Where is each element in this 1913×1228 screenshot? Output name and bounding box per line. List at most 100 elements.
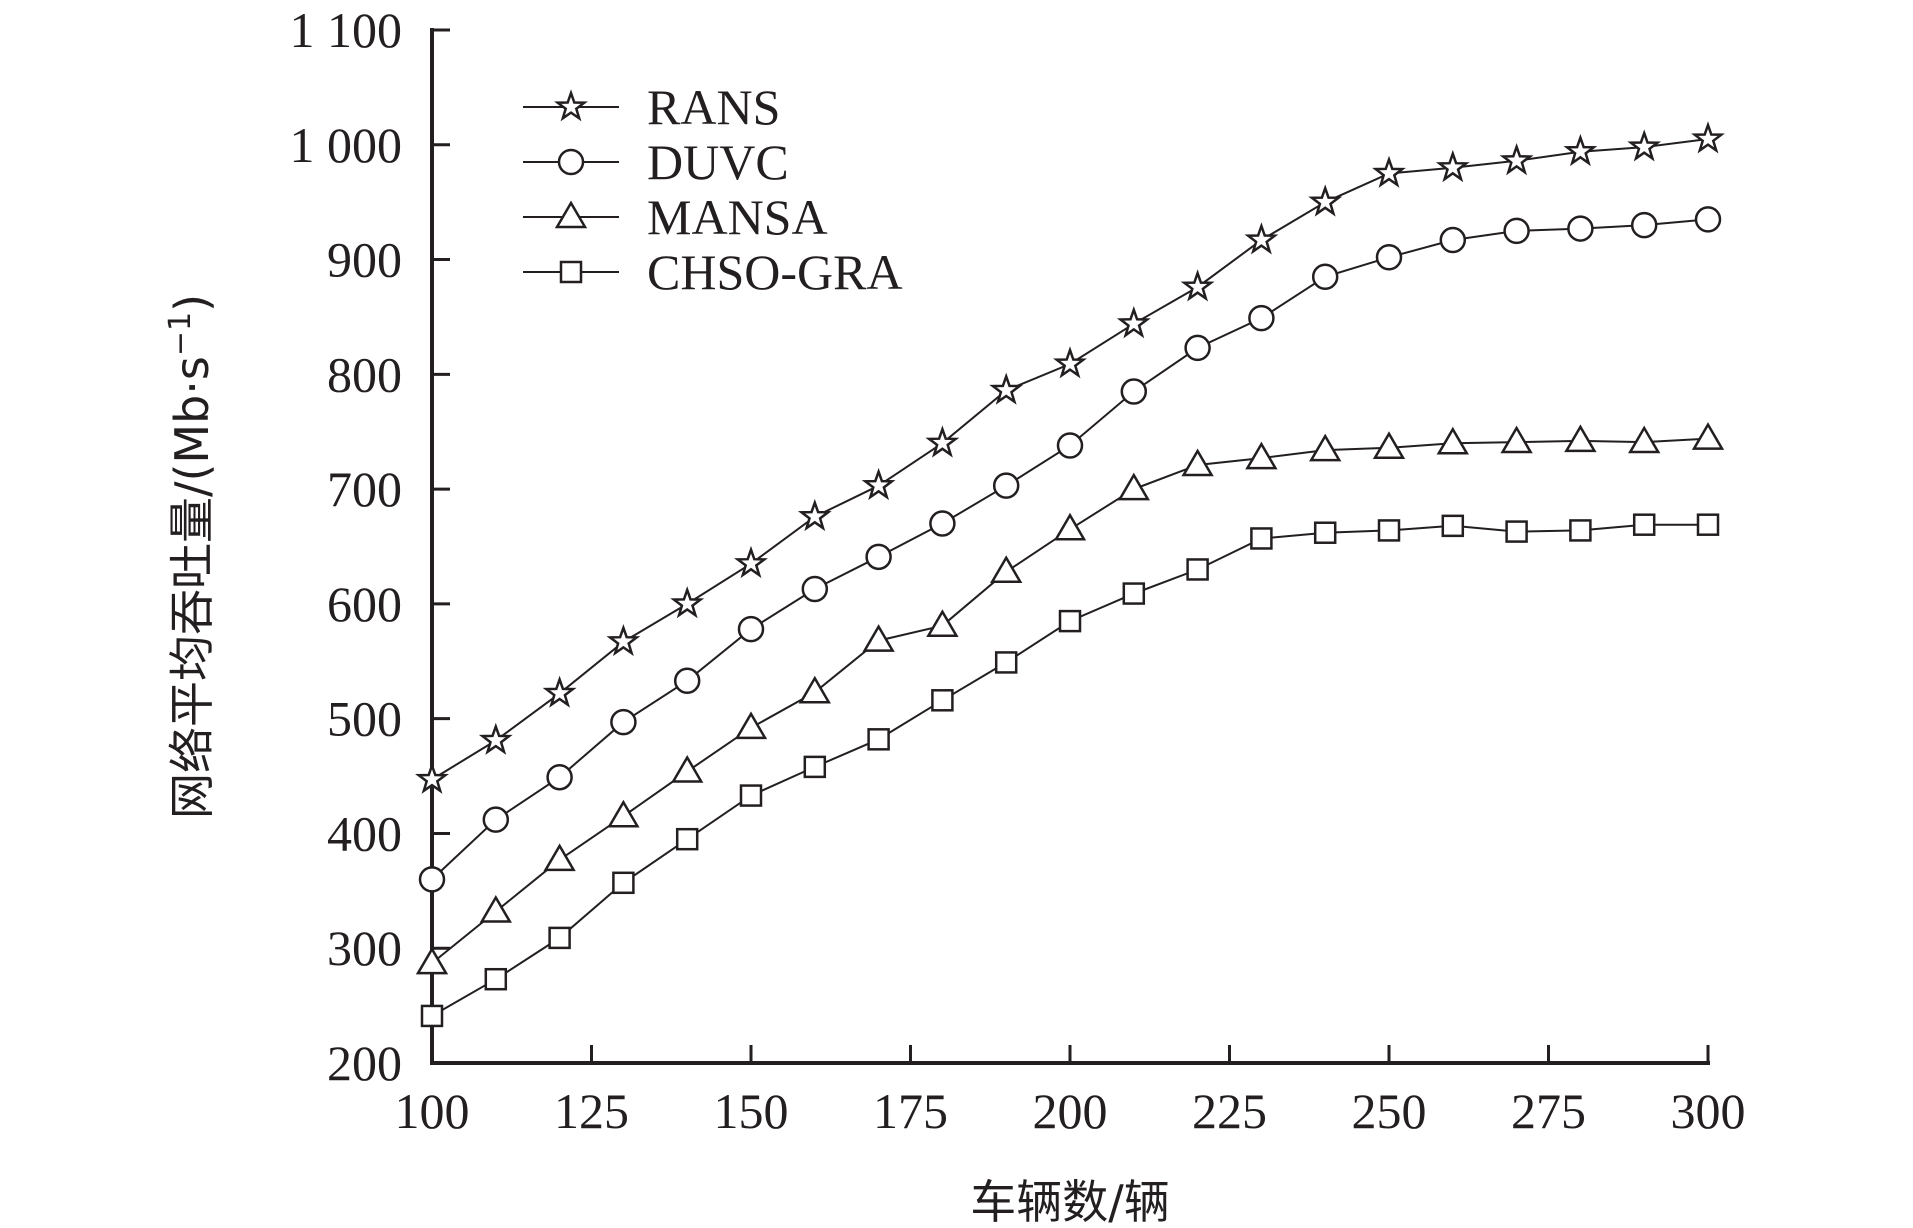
data-point-rans [1244,222,1279,255]
x-ticks: 100 125 150 175 200 225 250 275 300 [395,1045,1746,1139]
data-point-mansa [543,843,576,872]
data-point-rans [1627,129,1662,162]
data-point-mansa [671,754,704,783]
y-tick-label: 200 [327,1035,402,1091]
data-point-mansa [1117,472,1150,501]
data-point-duvc [1503,217,1530,245]
data-point-duvc [992,472,1020,499]
data-point-mansa [1181,448,1214,477]
data-point-mansa [926,609,959,637]
y-tick-label: 400 [327,805,402,861]
data-point-duvc [418,866,446,893]
series-line-chso-gra [431,523,1708,1017]
x-tick-label: 150 [714,1083,789,1139]
data-point-duvc [673,667,701,695]
data-point-mansa [990,555,1023,584]
x-tick-label: 275 [1511,1083,1586,1139]
data-point-rans [1308,184,1343,217]
data-point-duvc [1184,334,1211,362]
data-point-duvc [1248,304,1275,332]
legend-marker-duvc [557,148,585,176]
data-point-mansa [798,675,831,704]
data-point-duvc [865,543,892,571]
data-point-duvc [1630,211,1658,239]
y-tick-label: 1 100 [290,2,403,58]
data-point-duvc [1567,215,1594,242]
data-point-rans [670,586,705,619]
y-tick-label: 500 [327,691,402,747]
data-point-rans [1499,142,1534,176]
x-tick-label: 200 [1033,1083,1108,1139]
y-tick-label: 800 [327,346,402,402]
data-point-rans [797,498,832,532]
data-point-duvc [737,615,765,643]
data-point-chso-gra [1250,527,1273,550]
data-point-chso-gra [612,871,635,895]
data-point-duvc [929,510,956,537]
data-point-mansa [1372,431,1406,460]
data-point-chso-gra [420,1004,444,1028]
series-mansa [415,422,1725,975]
y-axis-title-superscript: −1 [163,312,198,356]
data-point-duvc [1056,432,1084,459]
data-point-rans [415,761,449,794]
data-point-chso-gra [1696,513,1720,536]
x-tick-label: 100 [395,1083,470,1139]
y-tick-label: 900 [327,232,402,288]
data-point-rans [1372,155,1406,188]
legend-marker-mansa [554,200,588,229]
data-point-chso-gra [803,755,827,779]
y-ticks: 200 300 400 500 600 700 800 900 1 000 1 100 [290,2,450,1091]
data-point-chso-gra [739,784,763,807]
data-point-mansa [607,799,640,828]
data-point-chso-gra [931,689,954,712]
data-point-mansa [862,624,895,652]
y-tick-label: 700 [327,461,402,517]
legend-marker-rans [554,89,588,122]
data-point-mansa [415,946,449,975]
data-point-chso-gra [675,827,699,851]
legend-label: CHSO-GRA [647,244,903,300]
data-point-chso-gra [548,926,571,950]
y-axis-title-close: ) [165,294,219,312]
data-point-rans [861,467,896,501]
data-point-chso-gra [1186,558,1209,581]
data-point-chso-gra [1377,519,1401,542]
y-axis-title: 网络平均吞吐量/(Mb·s−1) [163,294,219,819]
legend-item-rans: RANS [523,79,780,135]
series-line-duvc [431,218,1709,881]
series-group [415,121,1725,1028]
data-point-rans [989,372,1024,405]
data-point-chso-gra [484,967,508,991]
data-point-mansa [1436,426,1469,455]
data-point-rans [925,425,960,458]
data-point-rans [1180,269,1215,302]
data-point-chso-gra [994,651,1018,674]
data-point-chso-gra [1058,609,1082,633]
y-tick-label: 1 000 [290,117,403,173]
x-tick-label: 125 [554,1083,629,1139]
data-point-duvc [1694,206,1722,233]
legend-marker-chso-gra [559,260,583,284]
x-tick-label: 225 [1192,1083,1267,1139]
data-point-rans [606,624,641,657]
data-point-rans [734,545,768,579]
legend-item-duvc: DUVC [523,134,789,190]
data-point-duvc [610,708,637,736]
data-point-rans [542,675,577,708]
series-duvc [418,206,1722,893]
y-tick-label: 300 [327,920,402,976]
data-point-chso-gra [1441,514,1465,538]
series-chso-gra [420,513,1720,1028]
data-point-mansa [1309,433,1342,462]
data-point-duvc [1439,226,1467,254]
data-point-duvc [546,763,573,791]
data-point-duvc [801,575,829,603]
data-point-rans [1563,133,1598,167]
data-point-chso-gra [1122,582,1146,605]
axes [430,28,1710,1065]
y-tick-label: 600 [327,576,402,632]
x-tick-label: 300 [1671,1083,1746,1139]
data-point-mansa [1691,422,1725,450]
